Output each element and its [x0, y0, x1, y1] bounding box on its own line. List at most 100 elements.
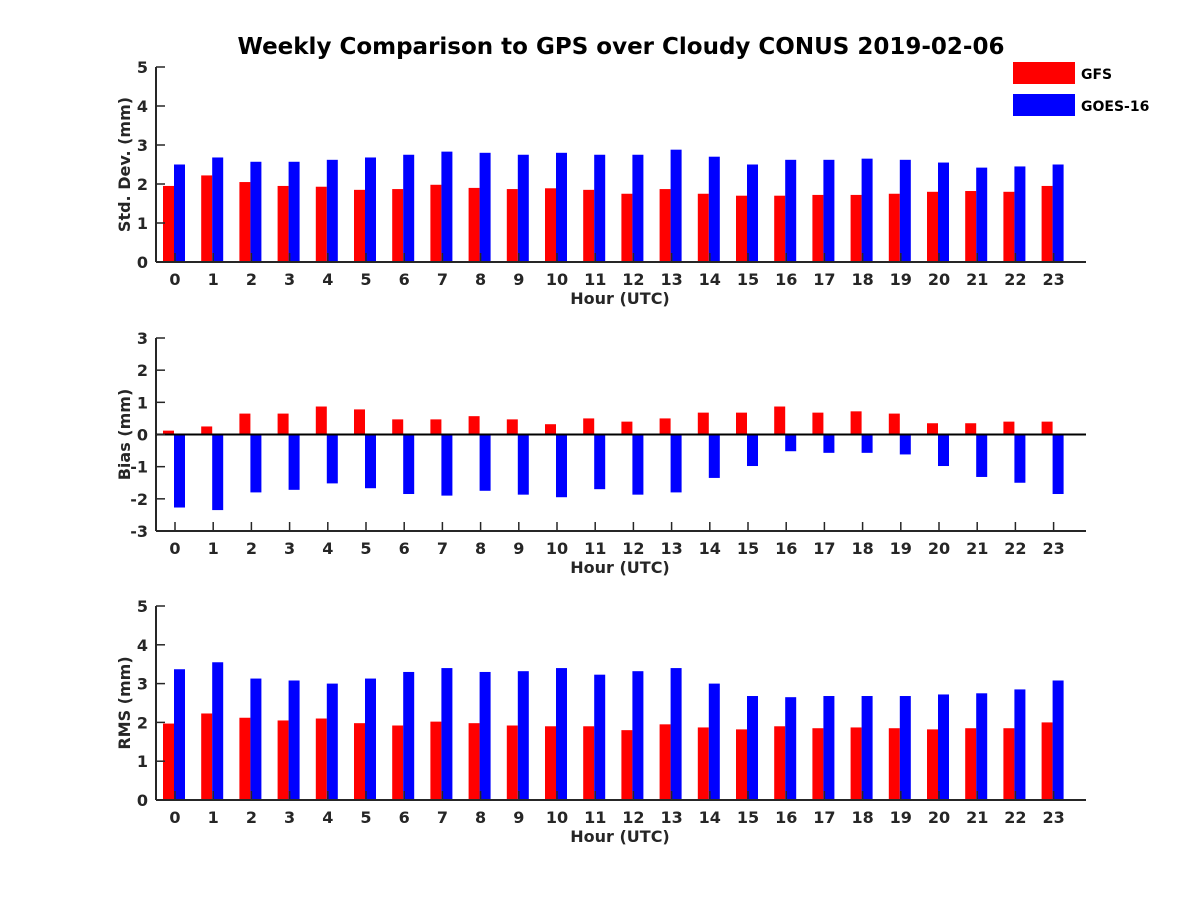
bias-bar-goes16-20: [938, 434, 949, 467]
bias-bar-goes16-6: [403, 434, 415, 495]
rms-bar-goes16-13: [670, 668, 682, 800]
rms-bar-gfs-13: [659, 724, 671, 800]
bias-bar-goes16-2: [250, 434, 262, 493]
std-dev-bar-goes16-14: [708, 156, 720, 262]
std-dev-xtick-label: 9: [513, 270, 524, 289]
rms-bar-gfs-19: [888, 728, 900, 800]
rms-bar-gfs-6: [392, 725, 404, 800]
rms-ytick-label: 0: [137, 791, 148, 810]
rms-bar-goes16-22: [1014, 689, 1026, 800]
std-dev-bar-goes16-13: [670, 149, 682, 262]
std-dev-bar-goes16-16: [785, 159, 797, 262]
rms-xtick-label: 23: [1042, 808, 1064, 827]
std-dev-bar-gfs-7: [430, 184, 442, 262]
rms-bar-goes16-20: [938, 694, 949, 800]
std-dev-ytick-label: 4: [137, 97, 148, 116]
rms-bar-goes16-11: [594, 674, 606, 800]
bias-ytick-label: 1: [137, 393, 148, 412]
rms-bar-goes16-16: [785, 697, 797, 800]
rms-bar-gfs-2: [239, 717, 251, 800]
rms-xtick-label: 19: [890, 808, 912, 827]
std-dev-ytick-label: 3: [137, 136, 148, 155]
bias-bar-gfs-16: [774, 406, 786, 435]
bias-xtick-label: 12: [622, 539, 644, 558]
bias-bar-gfs-0: [163, 430, 174, 435]
chart-title: Weekly Comparison to GPS over Cloudy CON…: [238, 34, 1005, 60]
rms-xtick-label: 14: [699, 808, 721, 827]
std-dev-bar-gfs-4: [315, 186, 327, 262]
bias-xtick-label: 2: [246, 539, 257, 558]
rms-bar-gfs-18: [850, 727, 862, 800]
rms-bar-gfs-21: [965, 728, 977, 800]
std-dev-bar-gfs-9: [506, 189, 518, 262]
std-dev-xtick-label: 8: [475, 270, 486, 289]
bias-bar-gfs-18: [850, 411, 862, 435]
rms-xtick-label: 2: [246, 808, 257, 827]
std-dev-ytick-label: 2: [137, 175, 148, 194]
legend-swatch-goes16: [1013, 94, 1075, 116]
rms-bar-gfs-14: [697, 727, 709, 800]
rms-xtick-label: 10: [546, 808, 568, 827]
bias-bar-gfs-6: [392, 419, 404, 435]
rms-bar-gfs-15: [736, 729, 747, 800]
rms-bar-gfs-17: [812, 728, 824, 800]
bias-xtick-label: 0: [169, 539, 180, 558]
legend-label-gfs: GFS: [1081, 67, 1112, 83]
bias-bar-goes16-15: [747, 434, 758, 467]
std-dev-bar-gfs-0: [163, 185, 174, 262]
std-dev-xtick-label: 12: [622, 270, 644, 289]
std-dev-ytick-label: 1: [137, 214, 148, 233]
std-dev-bar-gfs-22: [1003, 191, 1015, 262]
rms-xtick-label: 15: [737, 808, 759, 827]
rms-bar-goes16-3: [288, 680, 300, 800]
std-dev-bar-goes16-20: [938, 162, 949, 262]
std-dev-xtick-label: 16: [775, 270, 797, 289]
bias-bar-goes16-19: [899, 434, 911, 455]
std-dev-ytick-label: 0: [137, 253, 148, 272]
std-dev-xtick-label: 13: [660, 270, 682, 289]
bias-bar-goes16-1: [212, 434, 224, 511]
rms-bar-goes16-19: [899, 696, 911, 800]
std-dev-bar-gfs-14: [697, 193, 709, 262]
rms-xtick-label: 6: [399, 808, 410, 827]
rms-bar-goes16-15: [747, 696, 758, 800]
rms-bar-goes16-2: [250, 678, 262, 800]
bias-xtick-label: 19: [890, 539, 912, 558]
rms-bar-gfs-23: [1041, 722, 1053, 800]
rms-bar-goes16-0: [174, 669, 185, 800]
rms-xtick-label: 9: [513, 808, 524, 827]
rms-bar-goes16-8: [479, 671, 491, 800]
bias-bar-gfs-10: [545, 424, 556, 435]
rms-xtick-label: 12: [622, 808, 644, 827]
rms-bar-goes16-6: [403, 671, 415, 800]
bias-bar-goes16-21: [976, 434, 988, 477]
std-dev-bar-gfs-10: [545, 188, 556, 262]
std-dev-bar-goes16-15: [747, 164, 758, 262]
bias-xtick-label: 14: [699, 539, 721, 558]
bias-bar-goes16-8: [479, 434, 491, 491]
legend: GFS GOES-16: [1013, 62, 1149, 116]
rms-bar-gfs-22: [1003, 728, 1015, 800]
bias-xtick-label: 7: [437, 539, 448, 558]
rms-x-label: Hour (UTC): [570, 827, 670, 846]
rms-xtick-label: 22: [1004, 808, 1026, 827]
rms-xtick-label: 8: [475, 808, 486, 827]
std-dev-bar-goes16-7: [441, 151, 453, 262]
std-dev-xtick-label: 10: [546, 270, 568, 289]
bias-ytick-label: 2: [137, 361, 148, 380]
std-dev-bar-goes16-3: [288, 161, 300, 262]
rms-bar-gfs-16: [774, 726, 786, 800]
std-dev-x-label: Hour (UTC): [570, 289, 670, 308]
std-dev-xtick-label: 17: [813, 270, 835, 289]
std-dev-xtick-label: 20: [928, 270, 950, 289]
std-dev-bar-goes16-1: [212, 157, 224, 262]
rms-xtick-label: 4: [322, 808, 333, 827]
bias-bar-gfs-4: [315, 406, 327, 435]
rms-xtick-label: 18: [851, 808, 873, 827]
rms-bar-goes16-14: [708, 683, 720, 800]
rms-bar-goes16-4: [326, 683, 338, 800]
bias-bar-gfs-12: [621, 421, 633, 435]
